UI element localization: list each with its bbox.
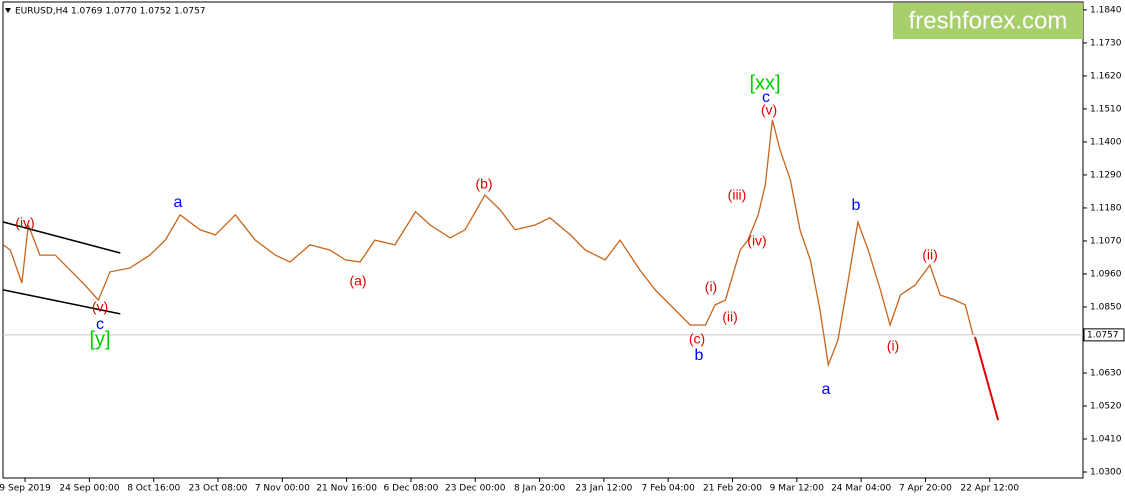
plot-frame [2,1,1084,479]
y-tick-label: 1.1070 [1090,236,1122,246]
price-line [974,336,1000,421]
logo-box [893,3,1083,39]
wave-label: (b) [475,176,492,192]
wave-label: [xx] [749,72,780,94]
wave-label: (iv) [747,233,766,249]
y-tick-label: 1.1180 [1090,203,1122,213]
x-tick-label: 7 Feb 04:00 [642,484,696,494]
x-tick-label: 9 Sep 2019 [0,484,51,494]
x-tick-label: 6 Dec 08:00 [384,484,439,494]
x-tick-label: 7 Apr 20:00 [899,484,952,494]
y-tick-label: 1.1730 [1090,38,1122,48]
x-tick-label: 8 Oct 16:00 [127,484,180,494]
y-tick-label: 1.1400 [1090,137,1122,147]
y-tick-label: 1.0410 [1090,434,1122,444]
last-price-box [1083,328,1125,342]
wave-label: (c) [689,331,705,347]
wave-label: (a) [349,273,366,289]
x-tick-label: 9 Mar 12:00 [770,484,825,494]
symbol-arrow [5,8,11,13]
wave-label: b [695,347,704,364]
y-tick-label: 1.1840 [1090,5,1122,15]
y-tick-label: 1.0850 [1090,302,1122,312]
x-tick-label: 7 Nov 00:00 [255,484,310,494]
x-tick-label: 21 Feb 20:00 [703,484,762,494]
wave-label: [y] [89,328,110,350]
x-tick-label: 23 Jan 12:00 [575,484,632,494]
x-tick-label: 22 Apr 12:00 [960,484,1019,494]
price-line [2,119,974,368]
wave-label: (iv) [15,215,34,231]
x-tick-label: 23 Dec 00:00 [445,484,506,494]
logo: freshforex.com [909,7,1068,34]
x-tick-label: 8 Jan 20:00 [514,484,566,494]
y-tick-label: 1.0960 [1090,269,1122,279]
wave-label: (i) [705,279,717,295]
x-tick-label: 24 Mar 04:00 [831,484,891,494]
y-tick-label: 1.1620 [1090,71,1122,81]
y-tick-label: 1.0300 [1090,467,1122,477]
y-tick-label: 1.1510 [1090,104,1122,114]
wave-label: b [852,197,861,214]
wave-label: (iii) [728,187,747,203]
price-line [3,289,121,315]
y-tick-label: 1.0520 [1090,401,1122,411]
wave-label: (ii) [722,309,738,325]
last-price-label: 1.0757 [1087,330,1119,340]
x-tick-label: 23 Oct 08:00 [189,484,248,494]
wave-label: (i) [887,338,899,354]
wave-label: c [96,316,104,333]
symbol-header: EURUSD,H4 1.0769 1.0770 1.0752 1.0757 [15,7,206,17]
wave-label: (v) [761,102,777,118]
y-tick-label: 1.0630 [1090,368,1122,378]
wave-label: a [174,194,183,211]
x-tick-label: 21 Nov 16:00 [316,484,377,494]
wave-label: a [822,381,831,398]
y-tick-label: 1.1290 [1090,170,1122,180]
wave-label: (ii) [922,247,938,263]
price-line [3,221,121,254]
wave-label: (v) [92,299,108,315]
wave-label: c [762,89,770,106]
x-tick-label: 24 Sep 00:00 [59,484,119,494]
